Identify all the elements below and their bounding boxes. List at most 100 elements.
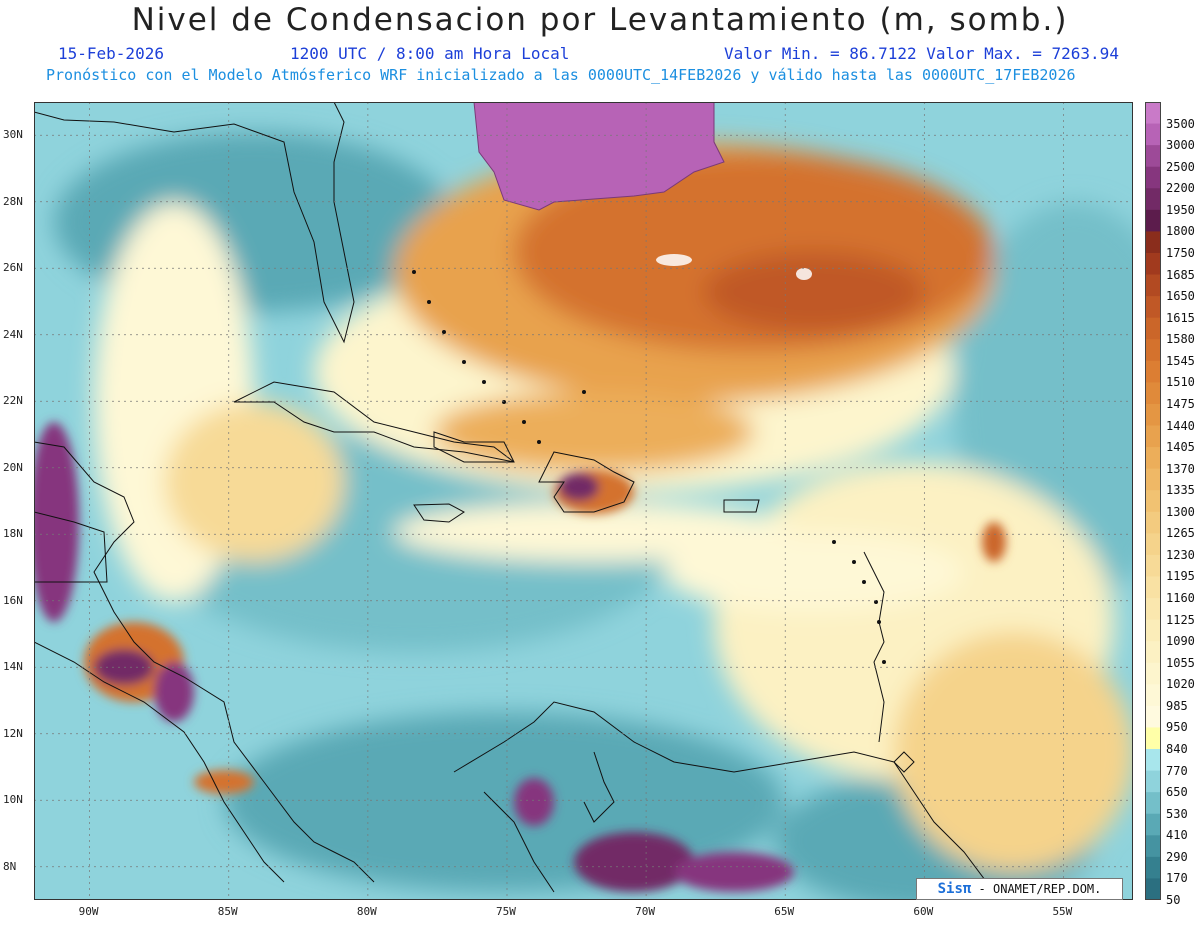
colorbar-label: 1160 xyxy=(1166,591,1195,606)
colorbar-label: 1615 xyxy=(1166,310,1195,325)
lat-tick-label: 28N xyxy=(3,194,23,208)
graticule xyxy=(34,102,1133,900)
colorbar-swatch xyxy=(1145,619,1161,642)
colorbar-label: 2500 xyxy=(1166,159,1195,174)
chart-title: Nivel de Condensacion por Levantamiento … xyxy=(131,2,1069,38)
colorbar-swatch xyxy=(1145,878,1161,900)
colorbar-swatch xyxy=(1145,856,1161,879)
credit-text: - ONAMET/REP.DOM. xyxy=(971,882,1102,896)
lcl-map xyxy=(34,102,1133,900)
colorbar-swatch xyxy=(1145,835,1161,858)
lat-tick-label: 20N xyxy=(3,460,23,474)
colorbar-swatch xyxy=(1145,684,1161,707)
colorbar-swatch xyxy=(1145,598,1161,621)
colorbar-swatch xyxy=(1145,554,1161,577)
sis-logo-text: Sisπ xyxy=(937,881,972,897)
colorbar-label: 1510 xyxy=(1166,375,1195,390)
colorbar-label: 985 xyxy=(1166,698,1188,713)
colorbar-swatch xyxy=(1145,382,1161,405)
colorbar-label: 1370 xyxy=(1166,461,1195,476)
colorbar-swatch xyxy=(1145,813,1161,836)
lat-tick-label: 24N xyxy=(3,327,23,341)
colorbar-label: 530 xyxy=(1166,806,1188,821)
colorbar-swatch xyxy=(1145,749,1161,772)
lon-tick-label: 85W xyxy=(217,905,238,918)
colorbar-label: 1125 xyxy=(1166,612,1195,627)
colorbar-label: 1055 xyxy=(1166,655,1195,670)
lon-tick-label: 60W xyxy=(913,905,934,918)
colorbar-swatch xyxy=(1145,662,1161,685)
forecast-time: 1200 UTC / 8:00 am Hora Local xyxy=(290,44,570,63)
lon-tick-label: 65W xyxy=(774,905,795,918)
colorbar-swatch xyxy=(1145,468,1161,491)
colorbar-label: 650 xyxy=(1166,785,1188,800)
colorbar-swatch xyxy=(1145,252,1161,276)
colorbar-swatch xyxy=(1145,641,1161,664)
colorbar-swatch xyxy=(1145,727,1161,750)
colorbar-label: 3000 xyxy=(1166,138,1195,153)
colorbar-label: 1335 xyxy=(1166,483,1195,498)
colorbar-label: 3500 xyxy=(1166,116,1195,131)
colorbar-label: 2200 xyxy=(1166,181,1195,196)
colorbar-swatch xyxy=(1145,533,1161,556)
colorbar-label: 410 xyxy=(1166,828,1188,843)
colorbar-swatch xyxy=(1145,576,1161,599)
map-frame xyxy=(34,102,1133,900)
colorbar-swatch xyxy=(1145,145,1161,168)
colorbar-label: 1800 xyxy=(1166,224,1195,239)
colorbar-label: 1440 xyxy=(1166,418,1195,433)
lat-tick-label: 8N xyxy=(3,859,17,873)
colorbar-swatch xyxy=(1145,447,1161,470)
colorbar-swatch xyxy=(1145,274,1161,297)
colorbar-label: 770 xyxy=(1166,763,1188,778)
colorbar-label: 170 xyxy=(1166,871,1188,886)
lon-tick-label: 90W xyxy=(78,905,99,918)
lat-tick-label: 12N xyxy=(3,726,23,740)
colorbar-swatch xyxy=(1145,209,1161,232)
model-subtitle: Pronóstico con el Modelo Atmósferico WRF… xyxy=(46,66,1076,84)
colorbar-label: 1950 xyxy=(1166,202,1195,217)
colorbar-label: 1405 xyxy=(1166,440,1195,455)
colorbar-swatch xyxy=(1145,123,1161,146)
colorbar-swatch xyxy=(1145,166,1161,189)
colorbar-label: 1195 xyxy=(1166,569,1195,584)
colorbar-label: 1230 xyxy=(1166,547,1195,562)
colorbar-label: 840 xyxy=(1166,742,1188,757)
lat-tick-label: 30N xyxy=(3,128,23,142)
coastlines xyxy=(34,102,995,893)
forecast-date: 15-Feb-2026 xyxy=(58,44,164,63)
colorbar-label: 1090 xyxy=(1166,634,1195,649)
colorbar-swatch xyxy=(1145,511,1161,534)
colorbar-label: 1020 xyxy=(1166,677,1195,692)
field-layer xyxy=(34,102,1133,900)
colorbar-swatch xyxy=(1145,403,1161,427)
min-max-values: Valor Min. = 86.7122 Valor Max. = 7263.9… xyxy=(724,44,1119,63)
colorbar-swatch xyxy=(1145,296,1161,319)
colorbar-label: 1545 xyxy=(1166,353,1195,368)
colorbar-swatch xyxy=(1145,425,1161,448)
credit-box: Sisπ - ONAMET/REP.DOM. xyxy=(916,878,1123,900)
lat-tick-label: 14N xyxy=(3,660,23,674)
colorbar-label: 1685 xyxy=(1166,267,1195,282)
lat-tick-label: 18N xyxy=(3,527,23,541)
colorbar xyxy=(1145,102,1161,900)
lat-tick-label: 26N xyxy=(3,261,23,275)
colorbar-label: 1265 xyxy=(1166,526,1195,541)
colorbar-label: 50 xyxy=(1166,893,1181,907)
colorbar-label: 950 xyxy=(1166,720,1188,735)
colorbar-swatch xyxy=(1145,490,1161,513)
lon-tick-label: 75W xyxy=(495,905,516,918)
lon-tick-label: 55W xyxy=(1052,905,1073,918)
colorbar-label: 1750 xyxy=(1166,245,1195,260)
lat-tick-label: 22N xyxy=(3,394,23,408)
colorbar-swatch xyxy=(1145,360,1161,383)
colorbar-label: 1300 xyxy=(1166,504,1195,519)
lon-tick-label: 70W xyxy=(635,905,655,918)
lon-tick-label: 80W xyxy=(356,905,377,918)
colorbar-swatch xyxy=(1145,231,1161,254)
lat-tick-label: 10N xyxy=(3,793,23,807)
colorbar-swatch xyxy=(1145,102,1161,125)
colorbar-swatch xyxy=(1145,792,1161,815)
lat-tick-label: 16N xyxy=(3,593,23,607)
small-islands xyxy=(412,270,886,664)
